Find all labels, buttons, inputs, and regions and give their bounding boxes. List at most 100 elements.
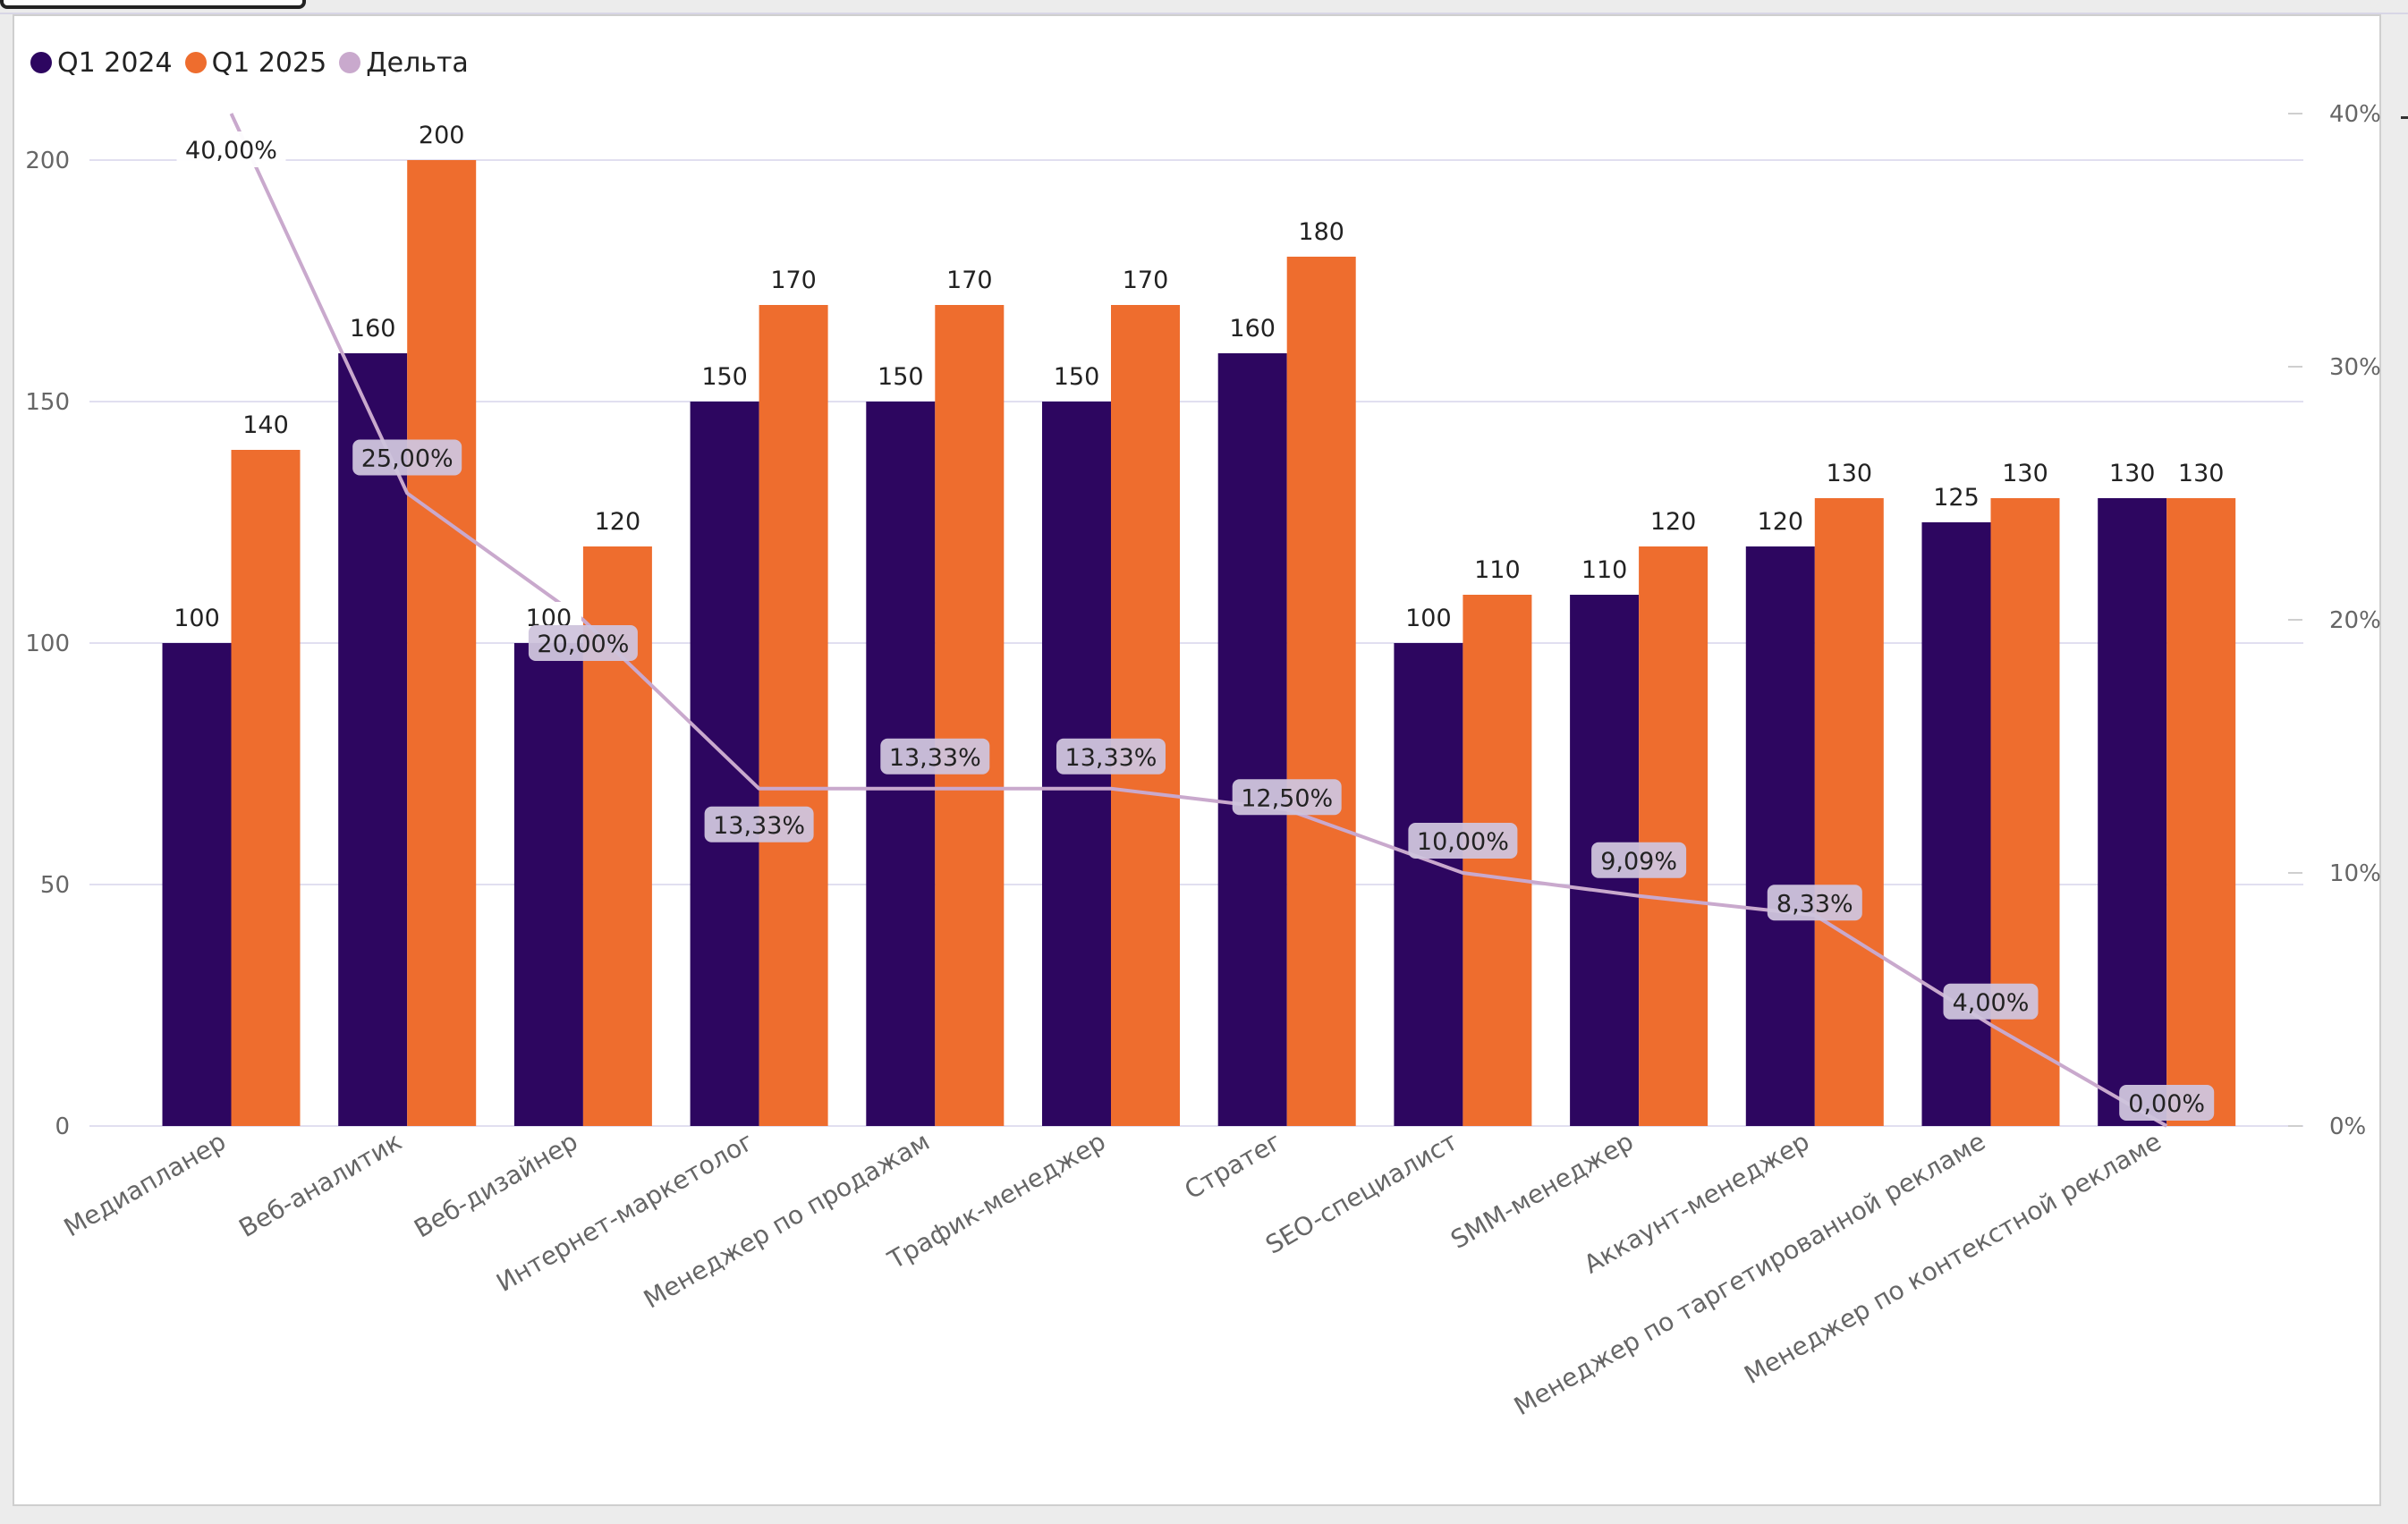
data-label-delta: 13,33%: [713, 812, 805, 840]
bar-q1-2025: [759, 305, 828, 1126]
y2-axis-tick-label: 20%: [2329, 607, 2381, 634]
legend-label-q1-2025: Q1 2025: [211, 47, 327, 79]
legend-label-delta: Дельта: [366, 47, 469, 79]
data-label-delta: 4,00%: [1953, 989, 2030, 1017]
bar-q1-2024: [513, 643, 583, 1126]
data-label-q1-2024-bg: [340, 312, 406, 346]
bar-q1-2024: [1921, 522, 1991, 1126]
bar-q1-2025: [1990, 498, 2060, 1126]
data-label-delta: 9,09%: [1600, 848, 1677, 876]
data-label-delta-bg: [1408, 823, 1518, 859]
bar-q1-2024: [162, 643, 232, 1126]
data-label-q1-2024: 125: [1933, 484, 1980, 512]
y-axis-tick-label: 0: [55, 1113, 70, 1140]
data-label-delta: 0,00%: [2128, 1090, 2205, 1118]
x-axis-category-label: Веб-аналитик: [234, 1126, 407, 1243]
data-label-q1-2024-bg: [868, 360, 934, 394]
y-axis-tick-label: 200: [25, 148, 70, 174]
data-label-delta: 10,00%: [1417, 828, 1509, 856]
data-label-delta-bg: [1056, 738, 1166, 775]
data-label-delta-bg: [2119, 1085, 2215, 1121]
data-label-delta-bg: [1767, 885, 1862, 921]
data-label-delta-bg: [352, 439, 462, 476]
y2-axis-tick-label: 10%: [2329, 860, 2381, 887]
data-label-q1-2025: 140: [242, 411, 289, 439]
x-axis-category-label: Веб-дизайнер: [409, 1126, 582, 1243]
bar-q1-2024: [1394, 643, 1463, 1126]
legend-label-q1-2024: Q1 2024: [57, 47, 173, 79]
data-label-q1-2025: 130: [1827, 460, 1873, 487]
delta-line: [229, 113, 2168, 1128]
data-label-q1-2025-bg: [409, 119, 475, 153]
bar-q1-2025: [2166, 498, 2236, 1126]
bar-q1-2024: [1745, 546, 1815, 1126]
data-label-delta-bg: [1591, 842, 1687, 878]
legend-swatch-q1-2025: [184, 52, 207, 73]
y2-axis-tick-label: 40%: [2329, 101, 2381, 128]
data-label-q1-2024: 150: [701, 363, 748, 391]
data-label-q1-2025: 200: [419, 122, 465, 149]
data-label-q1-2024: 100: [174, 605, 220, 632]
data-label-q1-2025-bg: [937, 264, 1003, 298]
data-label-q1-2025-bg: [1641, 505, 1707, 539]
y2-axis-tick-label: 30%: [2329, 354, 2381, 381]
data-label-q1-2025-bg: [1288, 216, 1354, 250]
data-label-q1-2024: 120: [1758, 508, 1804, 536]
data-label-q1-2024: 150: [878, 363, 924, 391]
data-label-q1-2025: 180: [1298, 218, 1344, 246]
chart-legend: Q1 2024 Q1 2025 Дельта: [30, 47, 469, 79]
data-label-delta: 25,00%: [361, 445, 454, 473]
data-label-delta-bg: [176, 131, 286, 167]
data-label-q1-2025-bg: [1464, 554, 1530, 588]
data-label-q1-2024-bg: [1044, 360, 1109, 394]
data-label-q1-2025: 130: [2178, 460, 2225, 487]
data-label-q1-2024: 110: [1581, 556, 1628, 584]
data-label-q1-2025: 110: [1474, 556, 1521, 584]
right-edge-marker: [2401, 116, 2408, 119]
data-label-q1-2025-bg: [2168, 457, 2234, 491]
data-label-q1-2025-bg: [760, 264, 827, 298]
legend-item-delta[interactable]: Дельта: [339, 47, 469, 79]
data-label-q1-2024: 100: [1405, 605, 1452, 632]
data-label-q1-2025-bg: [584, 505, 650, 539]
bar-q1-2024: [2098, 498, 2167, 1126]
data-label-delta: 13,33%: [1065, 744, 1157, 772]
data-label-delta-bg: [1943, 983, 2039, 1020]
bar-q1-2025: [1639, 546, 1708, 1126]
x-axis-category-label: Менеджер по продажам: [639, 1126, 935, 1314]
x-axis-category-label: Стратег: [1180, 1126, 1287, 1205]
bar-q1-2025: [231, 450, 301, 1126]
data-label-delta: 12,50%: [1241, 784, 1333, 812]
data-label-q1-2024-bg: [164, 602, 230, 636]
data-label-q1-2025: 120: [595, 508, 641, 536]
data-label-q1-2024: 160: [350, 315, 396, 343]
bar-q1-2025: [407, 160, 477, 1126]
x-axis-category-label: SEO-специалист: [1260, 1126, 1463, 1259]
legend-item-q1-2024[interactable]: Q1 2024: [30, 47, 173, 79]
y-axis-tick-label: 150: [25, 389, 70, 416]
legend-swatch-q1-2024: [30, 52, 52, 73]
bar-q1-2024: [338, 353, 408, 1126]
bar-q1-2025: [1286, 257, 1356, 1126]
data-label-q1-2025-bg: [1816, 457, 1882, 491]
data-label-delta: 8,33%: [1776, 890, 1853, 918]
legend-item-q1-2025[interactable]: Q1 2025: [184, 47, 327, 79]
data-label-q1-2024-bg: [691, 360, 758, 394]
data-label-q1-2024-bg: [1923, 481, 1989, 515]
data-label-delta-bg: [528, 625, 638, 661]
data-label-q1-2024-bg: [1747, 505, 1813, 539]
y-axis-tick-label: 100: [25, 631, 70, 657]
data-label-q1-2025-bg: [233, 409, 299, 443]
legend-swatch-delta: [339, 52, 361, 73]
bar-q1-2024: [1217, 353, 1287, 1126]
data-label-q1-2025: 130: [2002, 460, 2048, 487]
page-tab[interactable]: [0, 0, 306, 9]
y2-axis-tick-label: 0%: [2329, 1113, 2366, 1140]
data-label-q1-2025-bg: [1113, 264, 1178, 298]
data-label-delta-bg: [880, 738, 990, 775]
data-label-q1-2024-bg: [2099, 457, 2166, 491]
data-label-delta: 20,00%: [537, 631, 629, 658]
bar-q1-2025: [1463, 595, 1532, 1126]
data-label-delta-bg: [1232, 779, 1342, 816]
